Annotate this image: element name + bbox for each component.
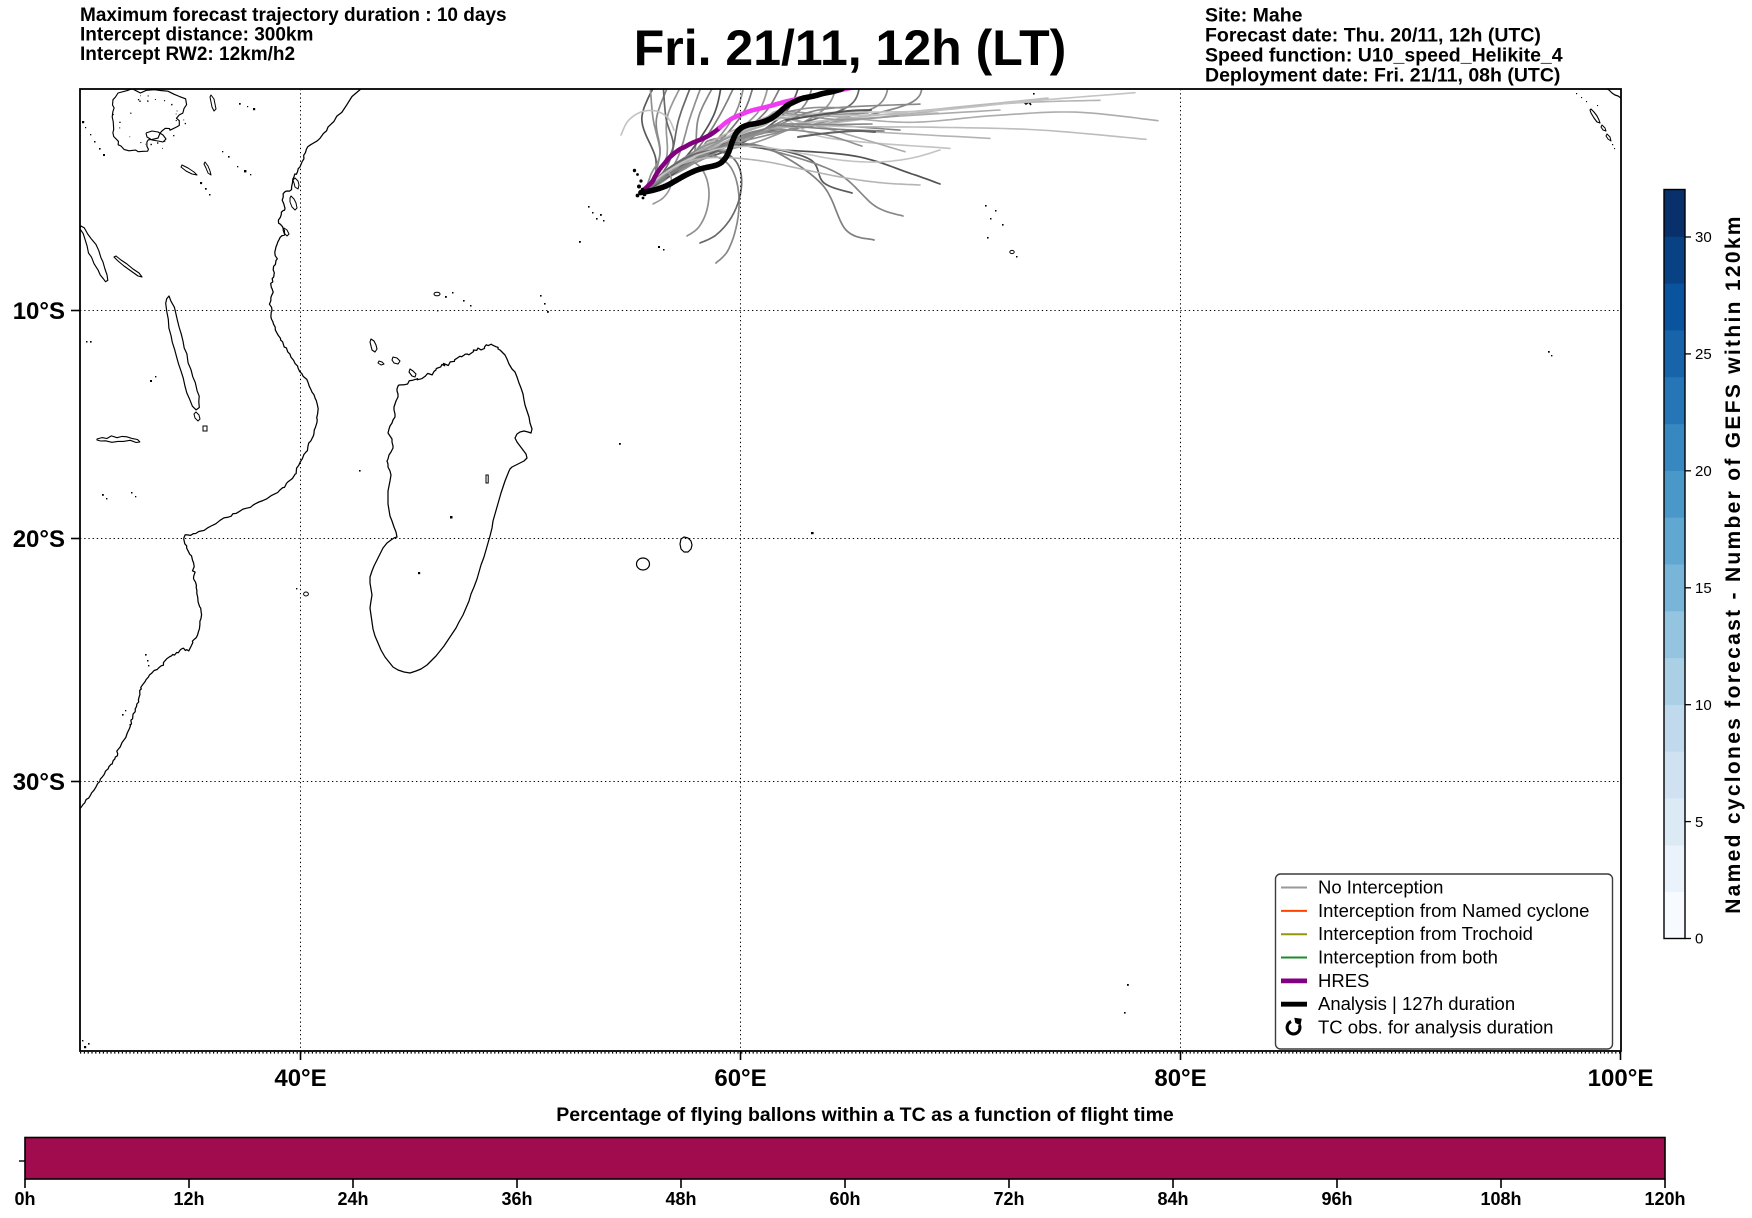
svg-text:30: 30 [1695, 229, 1712, 246]
svg-text:Site: Mahe: Site: Mahe [1205, 5, 1303, 27]
svg-text:0: 0 [1695, 931, 1703, 948]
svg-text:48h: 48h [665, 1189, 696, 1209]
svg-text:Maximum forecast trajectory du: Maximum forecast trajectory duration : 1… [80, 5, 507, 26]
svg-text:Interception from both: Interception from both [1318, 947, 1498, 968]
svg-text:108h: 108h [1480, 1189, 1521, 1209]
svg-text:TC obs. for analysis duration: TC obs. for analysis duration [1318, 1017, 1553, 1038]
svg-text:30°S: 30°S [13, 769, 65, 796]
svg-text:60°E: 60°E [714, 1065, 766, 1092]
svg-text:HRES: HRES [1318, 970, 1369, 991]
svg-text:Interception from Named cyclon: Interception from Named cyclone [1318, 900, 1589, 921]
svg-text:Percentage of flying ballons w: Percentage of flying ballons within a TC… [556, 1104, 1174, 1126]
svg-text:12h: 12h [173, 1189, 204, 1209]
svg-text:5: 5 [1695, 814, 1703, 831]
svg-text:Intercept RW2: 12km/h2: Intercept RW2: 12km/h2 [80, 44, 295, 65]
svg-text:Deployment date: Fri. 21/11, 0: Deployment date: Fri. 21/11, 08h (UTC) [1205, 65, 1560, 87]
svg-text:Fri. 21/11, 12h (LT): Fri. 21/11, 12h (LT) [634, 20, 1067, 76]
svg-text:40°E: 40°E [274, 1065, 326, 1092]
svg-text:72h: 72h [993, 1189, 1024, 1209]
svg-text:Interception from Trochoid: Interception from Trochoid [1318, 923, 1533, 944]
svg-text:Forecast date: Thu. 20/11, 12h: Forecast date: Thu. 20/11, 12h (UTC) [1205, 25, 1541, 47]
svg-text:20: 20 [1695, 463, 1712, 480]
svg-text:No Interception: No Interception [1318, 877, 1443, 898]
svg-text:120h: 120h [1644, 1189, 1685, 1209]
svg-text:Intercept distance: 300km: Intercept distance: 300km [80, 25, 313, 46]
svg-text:36h: 36h [501, 1189, 532, 1209]
svg-text:Named cyclones forecast - Numb: Named cyclones forecast - Number of GEFS… [1722, 214, 1745, 914]
svg-text:Analysis | 127h duration: Analysis | 127h duration [1318, 993, 1515, 1014]
svg-text:0h: 0h [14, 1189, 35, 1209]
svg-text:15: 15 [1695, 580, 1712, 597]
svg-text:100°E: 100°E [1588, 1065, 1654, 1092]
svg-text:Speed function: U10_speed_Heli: Speed function: U10_speed_Helikite_4 [1205, 45, 1563, 67]
svg-text:20°S: 20°S [13, 526, 65, 553]
svg-text:80°E: 80°E [1154, 1065, 1206, 1092]
svg-text:24h: 24h [337, 1189, 368, 1209]
svg-text:84h: 84h [1157, 1189, 1188, 1209]
svg-text:25: 25 [1695, 346, 1712, 363]
svg-text:10: 10 [1695, 697, 1712, 714]
svg-text:60h: 60h [829, 1189, 860, 1209]
svg-text:96h: 96h [1321, 1189, 1352, 1209]
svg-text:10°S: 10°S [13, 298, 65, 325]
